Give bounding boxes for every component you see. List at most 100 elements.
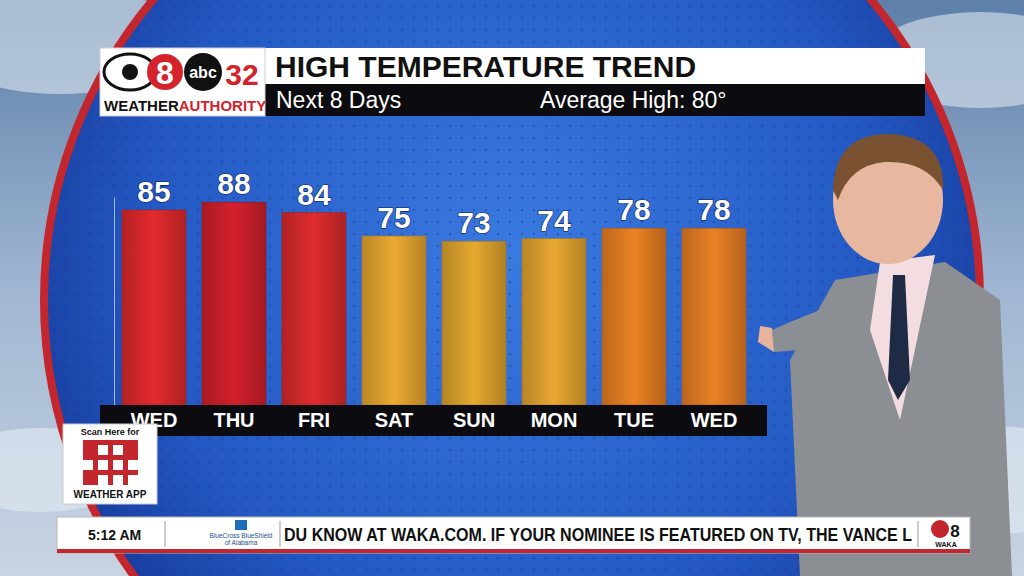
qr-cell xyxy=(108,440,113,445)
qr-cell xyxy=(118,455,123,460)
data-label: 88 xyxy=(217,167,250,200)
qr-cell xyxy=(108,445,113,450)
presenter-hair xyxy=(833,134,943,200)
data-label: 75 xyxy=(377,201,410,234)
x-tick-label: SUN xyxy=(453,409,495,431)
bar xyxy=(202,202,266,405)
x-axis-band xyxy=(100,405,767,436)
qr-cell xyxy=(128,445,133,450)
logo-authority: AUTHORITY xyxy=(179,97,267,114)
qr-cell xyxy=(133,445,138,450)
qr-cell xyxy=(88,440,93,445)
logo-network-b: abc xyxy=(189,64,217,81)
qr-cell xyxy=(83,475,88,480)
qr-cell xyxy=(93,475,98,480)
qr-cell xyxy=(88,480,93,485)
x-tick: THU xyxy=(213,405,254,431)
x-axis: WEDTHUFRISATSUNMONTUEWED xyxy=(115,405,755,431)
station-channel: 8 xyxy=(950,522,959,541)
qr-line2: WEATHER APP xyxy=(74,489,147,500)
bar xyxy=(602,228,666,405)
y-axis-line xyxy=(114,198,115,406)
qr-cell xyxy=(93,460,98,465)
presenter-hand xyxy=(758,326,774,352)
qr-cell xyxy=(108,470,113,475)
qr-cell xyxy=(128,470,133,475)
qr-cell xyxy=(103,440,108,445)
qr-cell xyxy=(88,470,93,475)
x-tick-label: FRI xyxy=(298,409,330,431)
qr-code xyxy=(83,440,138,485)
presenter xyxy=(758,134,1012,576)
qr-cell xyxy=(83,480,88,485)
logo-weather: WEATHER xyxy=(104,97,179,114)
ticker-sponsor-1: BlueCross BlueShield xyxy=(210,532,273,539)
qr-cell xyxy=(93,455,98,460)
qr-cell xyxy=(123,480,128,485)
ticker-separator xyxy=(165,521,166,547)
qr-cell xyxy=(123,440,128,445)
data-label: 85 xyxy=(137,175,170,208)
qr-cell xyxy=(128,455,133,460)
presenter-shirt xyxy=(870,255,935,420)
qr-cell xyxy=(88,445,93,450)
qr-cell xyxy=(108,475,113,480)
data-label: 78 xyxy=(697,193,730,226)
qr-cell xyxy=(83,455,88,460)
qr-cell xyxy=(88,455,93,460)
qr-cell xyxy=(128,440,133,445)
qr-cell xyxy=(133,455,138,460)
station-name: WAKA xyxy=(935,541,956,548)
x-tick: SAT xyxy=(375,405,414,431)
data-label: 84 xyxy=(297,178,331,211)
qr-cell xyxy=(123,470,128,475)
logo-channel-b: 32 xyxy=(225,58,258,91)
qr-cell xyxy=(108,450,113,455)
data-label: 73 xyxy=(457,206,490,239)
qr-cell xyxy=(108,460,113,465)
qr-cell xyxy=(123,460,128,465)
qr-cell xyxy=(93,465,98,470)
ticker-separator xyxy=(280,521,281,547)
x-tick: TUE xyxy=(614,405,654,431)
qr-cell xyxy=(88,450,93,455)
x-tick-label: WED xyxy=(691,409,738,431)
qr-cell xyxy=(123,475,128,480)
bar xyxy=(682,228,746,405)
x-tick: WED xyxy=(691,405,738,431)
qr-cell xyxy=(113,440,118,445)
station-logo-bg xyxy=(931,520,949,538)
qr-cell xyxy=(103,470,108,475)
qr-cell xyxy=(133,450,138,455)
qr-cell xyxy=(108,455,113,460)
qr-cell xyxy=(133,470,138,475)
qr-cell xyxy=(93,470,98,475)
data-labels: 85 88 84 75 73 74 78 78 xyxy=(137,167,730,239)
presenter-tie xyxy=(888,275,910,400)
qr-cell xyxy=(118,470,123,475)
data-label: 74 xyxy=(537,204,571,237)
chart-subtitle: Next 8 Days xyxy=(276,87,401,113)
qr-cell xyxy=(83,470,88,475)
x-tick-label: THU xyxy=(213,409,254,431)
qr-cell xyxy=(108,480,113,485)
x-tick-label: TUE xyxy=(614,409,654,431)
logo-abc-bg xyxy=(184,53,222,91)
sponsor-icon xyxy=(235,520,247,530)
qr-cell xyxy=(83,450,88,455)
x-tick: FRI xyxy=(298,405,330,431)
x-tick: MON xyxy=(531,405,578,431)
bar xyxy=(522,239,586,405)
data-label: 78 xyxy=(617,193,650,226)
qr-cell xyxy=(88,475,93,480)
ticker-text: DU KNOW AT WAKA.COM. IF YOUR NOMINEE IS … xyxy=(284,525,912,545)
bar xyxy=(122,210,186,405)
qr-cell xyxy=(113,470,118,475)
ticker-accent xyxy=(57,549,970,553)
presenter-arm xyxy=(772,300,860,352)
qr-cell xyxy=(98,455,103,460)
qr-cell xyxy=(108,465,113,470)
x-tick: SUN xyxy=(453,405,495,431)
logo-eight-bg xyxy=(147,54,183,90)
x-tick-label: MON xyxy=(531,409,578,431)
